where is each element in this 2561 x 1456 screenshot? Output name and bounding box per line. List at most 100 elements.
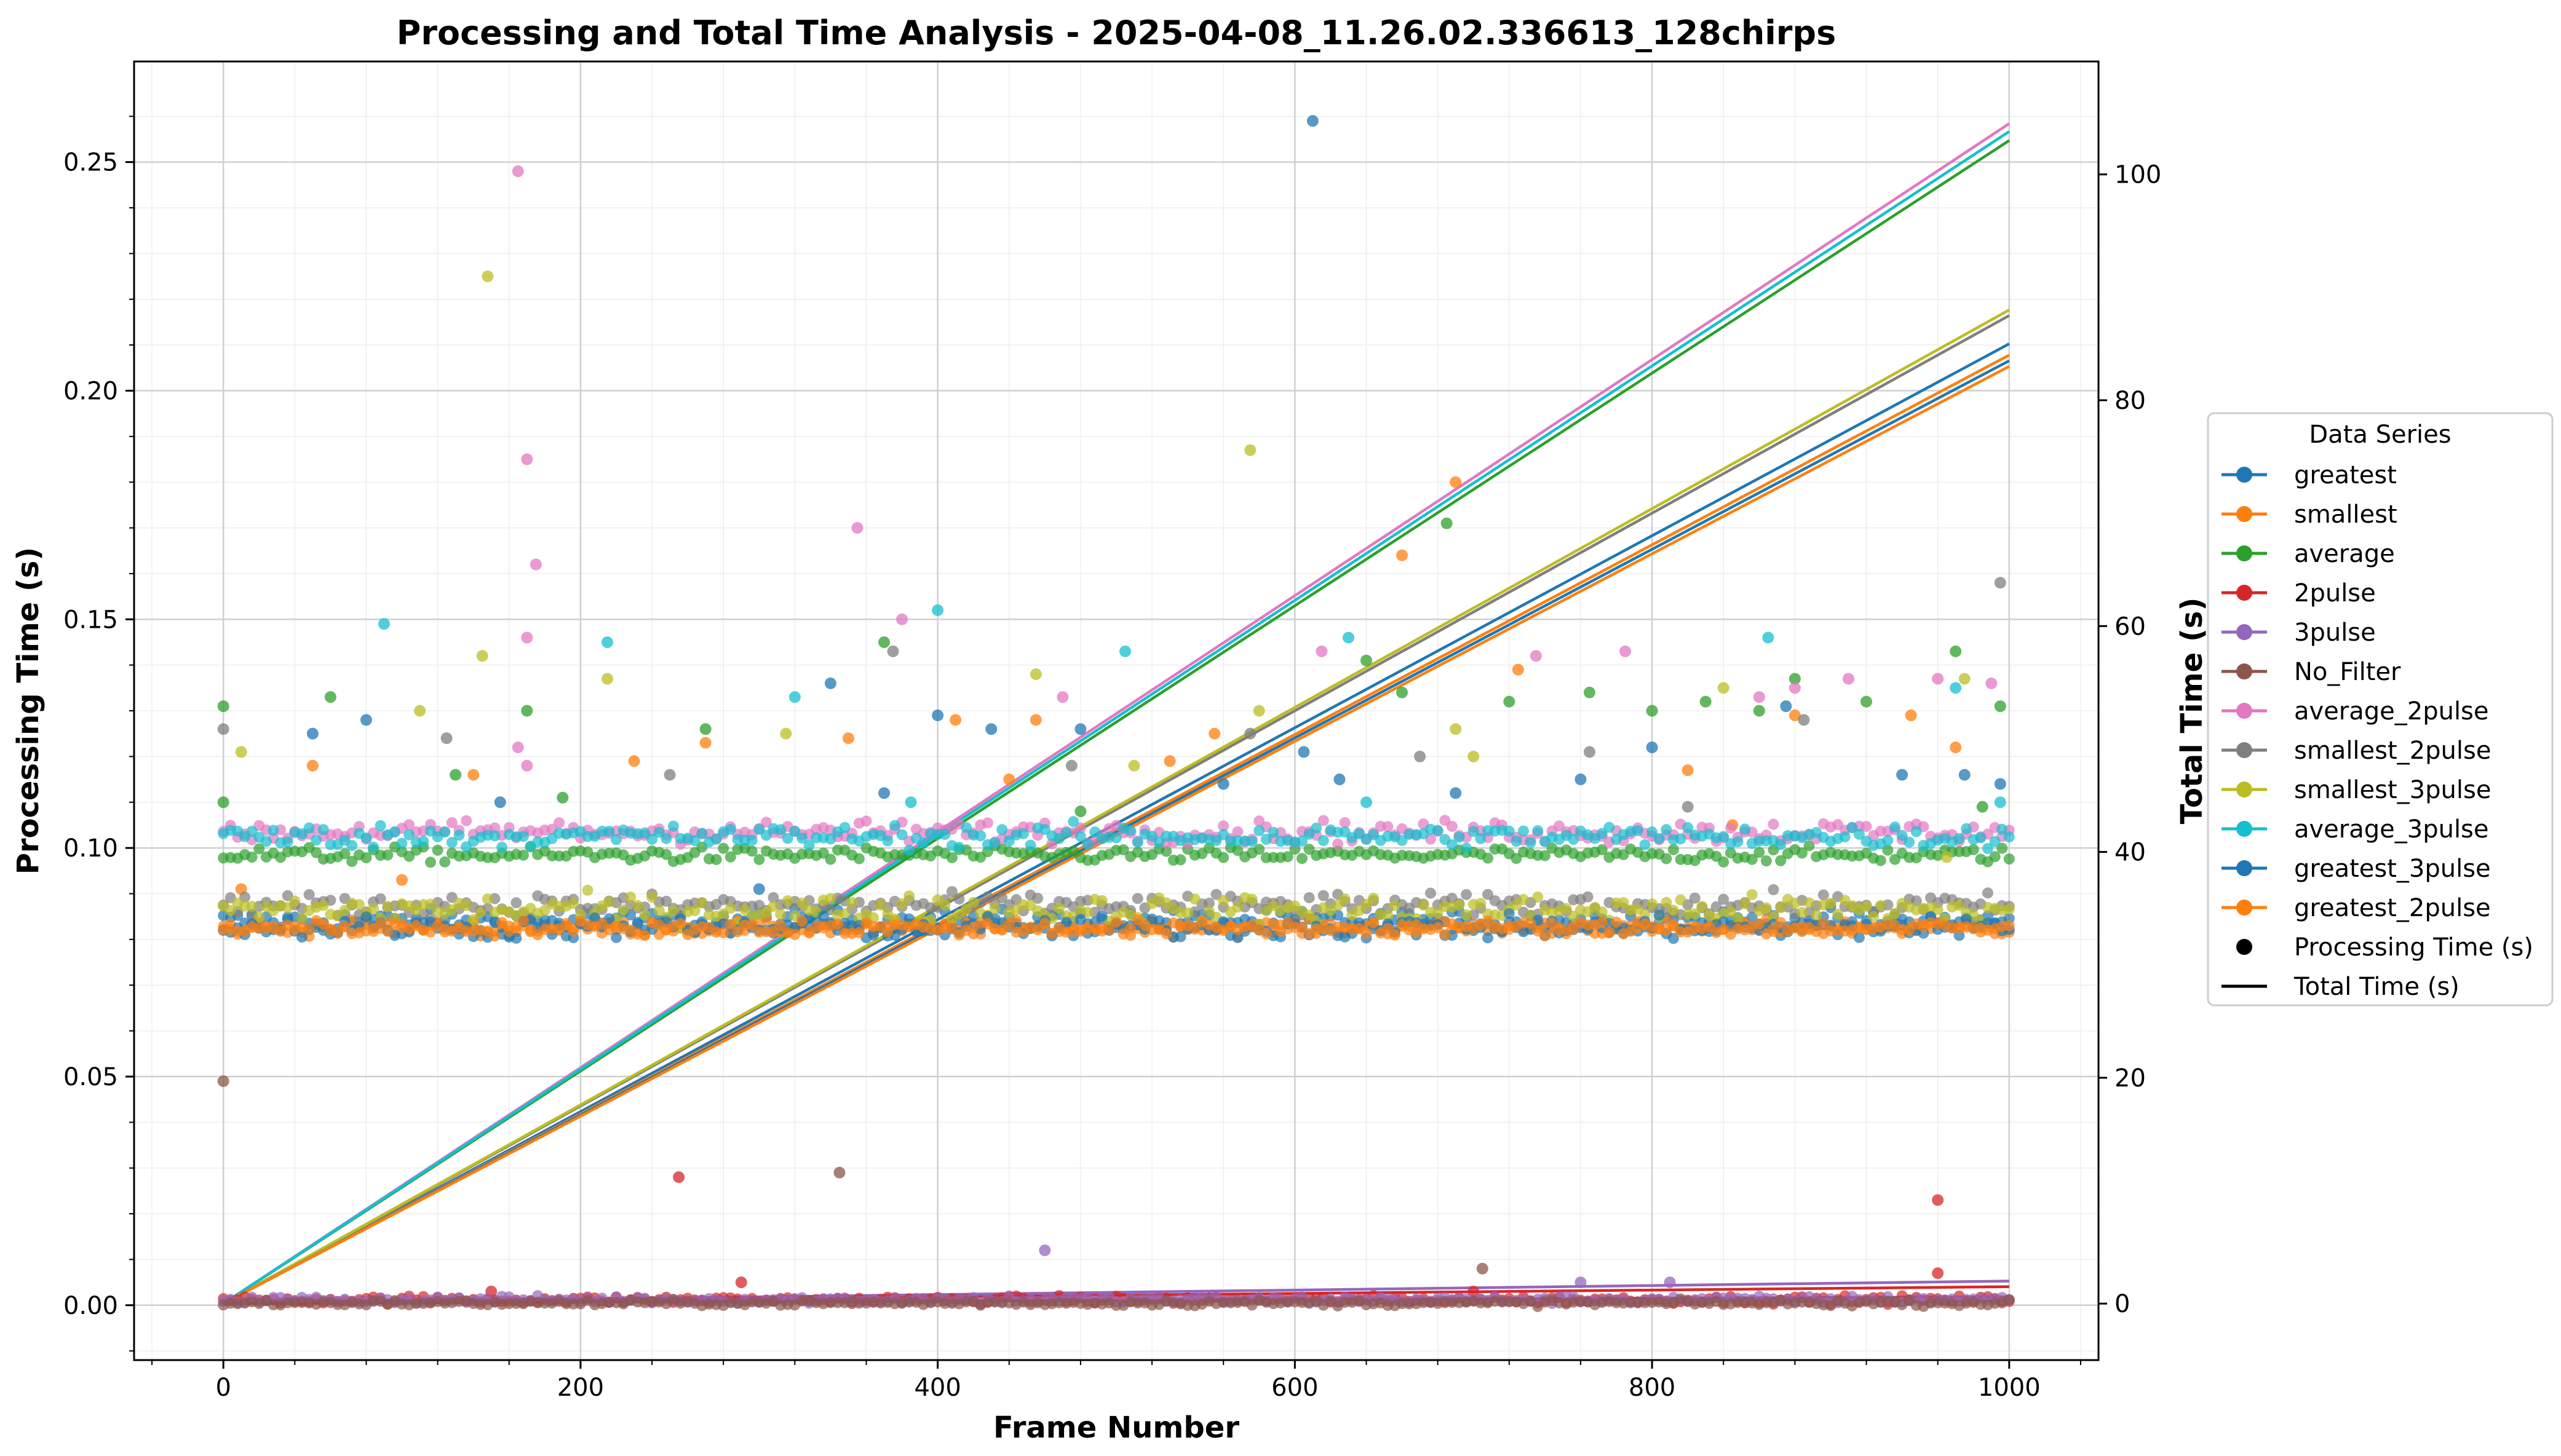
legend-entry: smallest_2pulse bbox=[2222, 737, 2491, 765]
point-average bbox=[1775, 855, 1787, 866]
point-average_2pulse bbox=[489, 822, 501, 834]
outlier-point-smallest_2pulse bbox=[217, 723, 229, 735]
point-average_3pulse bbox=[1518, 825, 1529, 837]
outlier-point-average_2pulse bbox=[1842, 673, 1854, 685]
point-greatest_2pulse bbox=[2003, 920, 2015, 932]
point-smallest_2pulse bbox=[1132, 893, 1143, 904]
outlier-point-2pulse bbox=[735, 1276, 747, 1289]
point-average bbox=[346, 856, 358, 867]
point-average_3pulse bbox=[453, 829, 465, 841]
point-greatest_2pulse bbox=[339, 920, 351, 932]
point-average_3pulse bbox=[1018, 828, 1029, 839]
point-smallest_3pulse bbox=[1475, 898, 1487, 909]
point-greatest_2pulse bbox=[946, 922, 958, 934]
point-average_3pulse bbox=[317, 824, 329, 836]
outlier-point-greatest bbox=[824, 677, 836, 689]
point-greatest_3pulse bbox=[510, 932, 522, 944]
point-average bbox=[946, 852, 958, 863]
outlier-point-average bbox=[1583, 686, 1595, 698]
point-smallest_3pulse bbox=[989, 903, 1001, 914]
point-greatest_2pulse bbox=[596, 917, 608, 929]
point-smallest_3pulse bbox=[382, 901, 394, 912]
legend-marker-swatch bbox=[2236, 506, 2252, 522]
point-smallest_3pulse bbox=[1082, 906, 1094, 918]
point-smallest_3pulse bbox=[1218, 895, 1229, 906]
outlier-point-smallest bbox=[1209, 727, 1221, 740]
point-smallest_3pulse bbox=[1389, 900, 1400, 911]
outlier-point-smallest bbox=[1003, 774, 1015, 786]
point-average_3pulse bbox=[996, 824, 1008, 836]
point-smallest_3pulse bbox=[1953, 900, 1965, 911]
legend: Data Series greatest smallest average 2puls… bbox=[2207, 412, 2554, 1007]
point-average_3pulse bbox=[975, 830, 987, 842]
legend-marker-swatch bbox=[2236, 467, 2252, 483]
point-smallest_3pulse bbox=[467, 914, 479, 925]
point-average bbox=[1661, 853, 1672, 865]
point-smallest_3pulse bbox=[875, 900, 886, 911]
point-average_3pulse bbox=[1246, 836, 1258, 847]
point-average bbox=[1296, 853, 1308, 865]
point-average_3pulse bbox=[268, 825, 279, 836]
outlier-point-greatest bbox=[1574, 774, 1587, 786]
point-average_3pulse bbox=[389, 826, 400, 837]
point-average_3pulse bbox=[496, 841, 508, 853]
point-greatest_2pulse bbox=[775, 920, 787, 932]
outlier-point-smallest bbox=[306, 759, 319, 772]
point-average_3pulse bbox=[953, 842, 965, 853]
outlier-point-smallest bbox=[1164, 755, 1176, 767]
outlier-point-smallest bbox=[1789, 709, 1801, 721]
point-average bbox=[339, 848, 351, 860]
point-smallest_3pulse bbox=[224, 904, 236, 916]
outlier-point-No_Filter bbox=[1476, 1262, 1488, 1275]
point-average_3pulse bbox=[796, 833, 808, 844]
point-smallest_3pulse bbox=[1932, 904, 1944, 916]
point-greatest_2pulse bbox=[1382, 923, 1394, 935]
legend-marker-swatch bbox=[2236, 585, 2252, 601]
x-axis: 0 200 400 600 800 1000 bbox=[151, 1360, 2081, 1402]
point-average bbox=[753, 853, 765, 865]
outlier-point-smallest_2pulse bbox=[887, 645, 899, 657]
outlier-point-smallest bbox=[842, 732, 854, 745]
outlier-point-smallest_2pulse bbox=[1682, 801, 1694, 813]
point-smallest_3pulse bbox=[1889, 908, 1900, 919]
point-average_3pulse bbox=[1311, 822, 1322, 834]
outlier-point-smallest bbox=[1450, 476, 1462, 488]
point-average_3pulse bbox=[1910, 826, 1922, 837]
outlier-point-average_2pulse bbox=[521, 631, 533, 644]
point-smallest_3pulse bbox=[1596, 906, 1608, 918]
point-greatest_2pulse bbox=[303, 924, 315, 935]
series-greatest_2pulse bbox=[218, 914, 2015, 942]
point-smallest_2pulse bbox=[375, 893, 386, 904]
outlier-point-average bbox=[1994, 700, 2006, 713]
point-average bbox=[825, 853, 836, 865]
outlier-point-average_2pulse bbox=[1753, 691, 1765, 703]
point-greatest_2pulse bbox=[1260, 928, 1272, 940]
y2-tick-label: 20 bbox=[2114, 1064, 2146, 1093]
point-smallest_3pulse bbox=[1368, 892, 1380, 904]
point-smallest_3pulse bbox=[1803, 897, 1815, 909]
point-smallest_3pulse bbox=[368, 903, 379, 914]
point-average_3pulse bbox=[1068, 816, 1079, 828]
outlier-point-average_2pulse bbox=[1932, 673, 1944, 685]
point-smallest_3pulse bbox=[696, 897, 708, 909]
point-smallest_2pulse bbox=[953, 893, 965, 905]
point-average bbox=[311, 847, 322, 858]
point-average_2pulse bbox=[1768, 818, 1779, 830]
point-average_3pulse bbox=[775, 824, 787, 836]
point-average_3pulse bbox=[360, 832, 372, 844]
point-greatest_2pulse bbox=[1268, 918, 1279, 930]
point-average_3pulse bbox=[446, 837, 458, 849]
point-average bbox=[1753, 847, 1765, 858]
point-average bbox=[425, 857, 436, 868]
point-greatest_2pulse bbox=[1360, 927, 1372, 939]
point-average bbox=[246, 852, 258, 863]
point-average_3pulse bbox=[1111, 832, 1122, 844]
point-greatest_2pulse bbox=[853, 927, 865, 938]
point-average_3pulse bbox=[1839, 831, 1851, 843]
legend-entry: greatest_3pulse bbox=[2222, 855, 2491, 883]
point-average_3pulse bbox=[961, 822, 972, 834]
point-average_3pulse bbox=[1060, 827, 1072, 839]
point-greatest_2pulse bbox=[725, 919, 736, 930]
legend-marker-swatch bbox=[2236, 703, 2252, 719]
series-smallest_2pulse bbox=[217, 577, 2015, 925]
